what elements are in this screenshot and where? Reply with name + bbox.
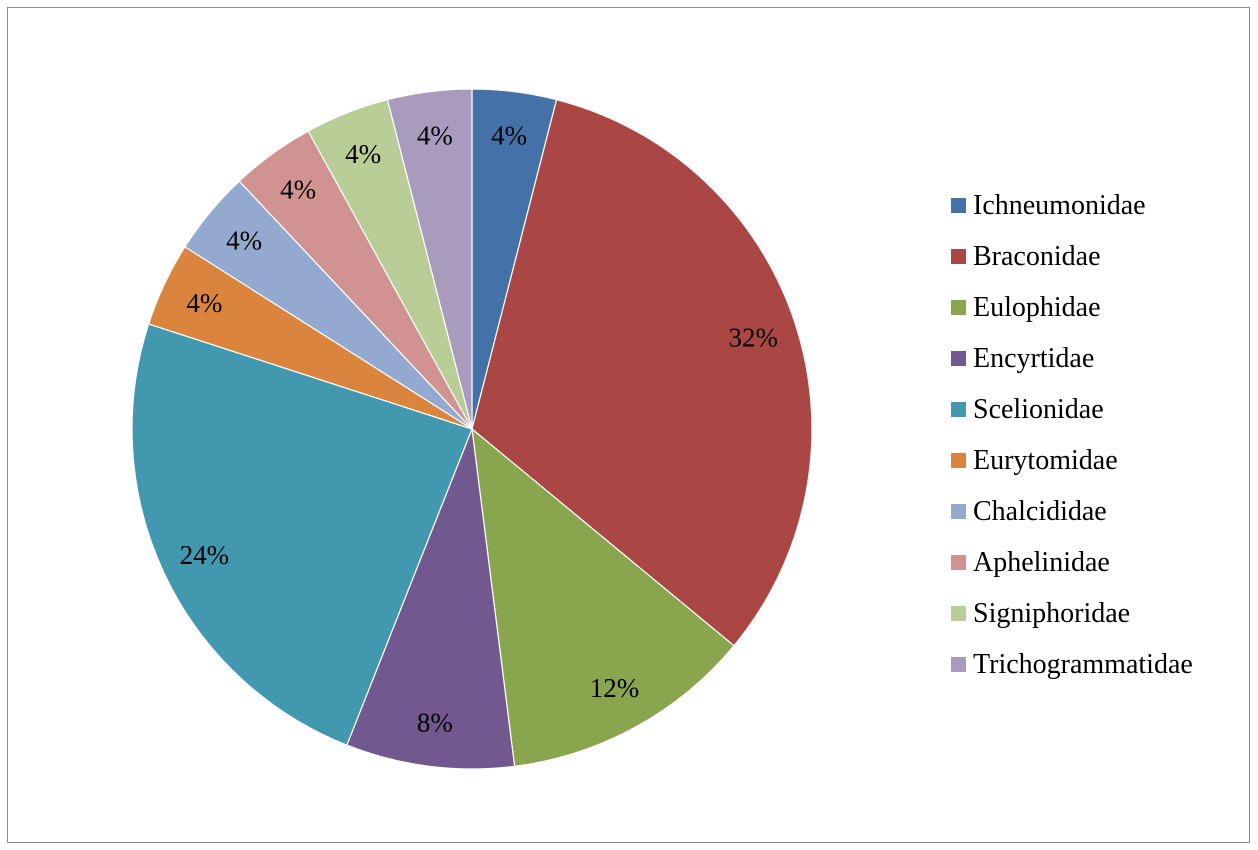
legend-item-eurytomidae: Eurytomidae: [951, 435, 1193, 486]
data-label-braconidae: 32%: [729, 323, 779, 353]
legend-swatch: [951, 555, 966, 570]
legend-swatch: [951, 198, 966, 213]
legend-item-encyrtidae: Encyrtidae: [951, 333, 1193, 384]
data-label-signiphoridae: 4%: [345, 139, 381, 169]
legend-swatch: [951, 351, 966, 366]
data-label-ichneumonidae: 4%: [491, 121, 527, 151]
data-label-chalcididae: 4%: [226, 225, 262, 255]
pie-slice-encyrtidae: [346, 428, 516, 770]
legend-item-signiphoridae: Signiphoridae: [951, 588, 1193, 639]
legend-label: Chalcididae: [973, 495, 1107, 527]
data-label-eurytomidae: 4%: [186, 288, 222, 318]
legend: Ichneumonidae Braconidae Eulophidae Encyrti…: [951, 180, 1193, 690]
legend-label: Encyrtidae: [973, 342, 1095, 374]
data-label-eulophidae: 12%: [590, 673, 640, 703]
legend-item-trichogrammatidae: Trichogrammatidae: [951, 639, 1193, 690]
data-label-encyrtidae: 8%: [417, 708, 453, 738]
legend-swatch: [951, 606, 966, 621]
legend-swatch: [951, 504, 966, 519]
legend-swatch: [951, 453, 966, 468]
legend-swatch: [951, 402, 966, 417]
legend-swatch: [951, 657, 966, 672]
legend-swatch: [951, 300, 966, 315]
pie-slice-scelionidae: [131, 323, 473, 746]
legend-label: Scelionidae: [973, 393, 1104, 425]
legend-label: Signiphoridae: [973, 597, 1131, 629]
pie-slice-eulophidae: [471, 427, 735, 767]
pie-slice-braconidae: [471, 98, 813, 647]
pie-slice-trichogrammatidae: [386, 88, 473, 430]
legend-swatch: [951, 249, 966, 264]
legend-label: Eurytomidae: [973, 444, 1118, 476]
legend-item-scelionidae: Scelionidae: [951, 384, 1193, 435]
legend-label: Trichogrammatidae: [973, 648, 1193, 680]
legend-item-ichneumonidae: Ichneumonidae: [951, 180, 1193, 231]
legend-label: Ichneumonidae: [973, 189, 1146, 221]
legend-item-chalcididae: Chalcididae: [951, 486, 1193, 537]
data-label-trichogrammatidae: 4%: [417, 121, 453, 151]
legend-label: Eulophidae: [973, 291, 1101, 323]
legend-label: Braconidae: [973, 240, 1101, 272]
legend-item-aphelinidae: Aphelinidae: [951, 537, 1193, 588]
legend-item-braconidae: Braconidae: [951, 231, 1193, 282]
legend-label: Aphelinidae: [973, 546, 1110, 578]
data-label-scelionidae: 24%: [180, 540, 230, 570]
data-label-aphelinidae: 4%: [280, 175, 316, 205]
legend-item-eulophidae: Eulophidae: [951, 282, 1193, 333]
